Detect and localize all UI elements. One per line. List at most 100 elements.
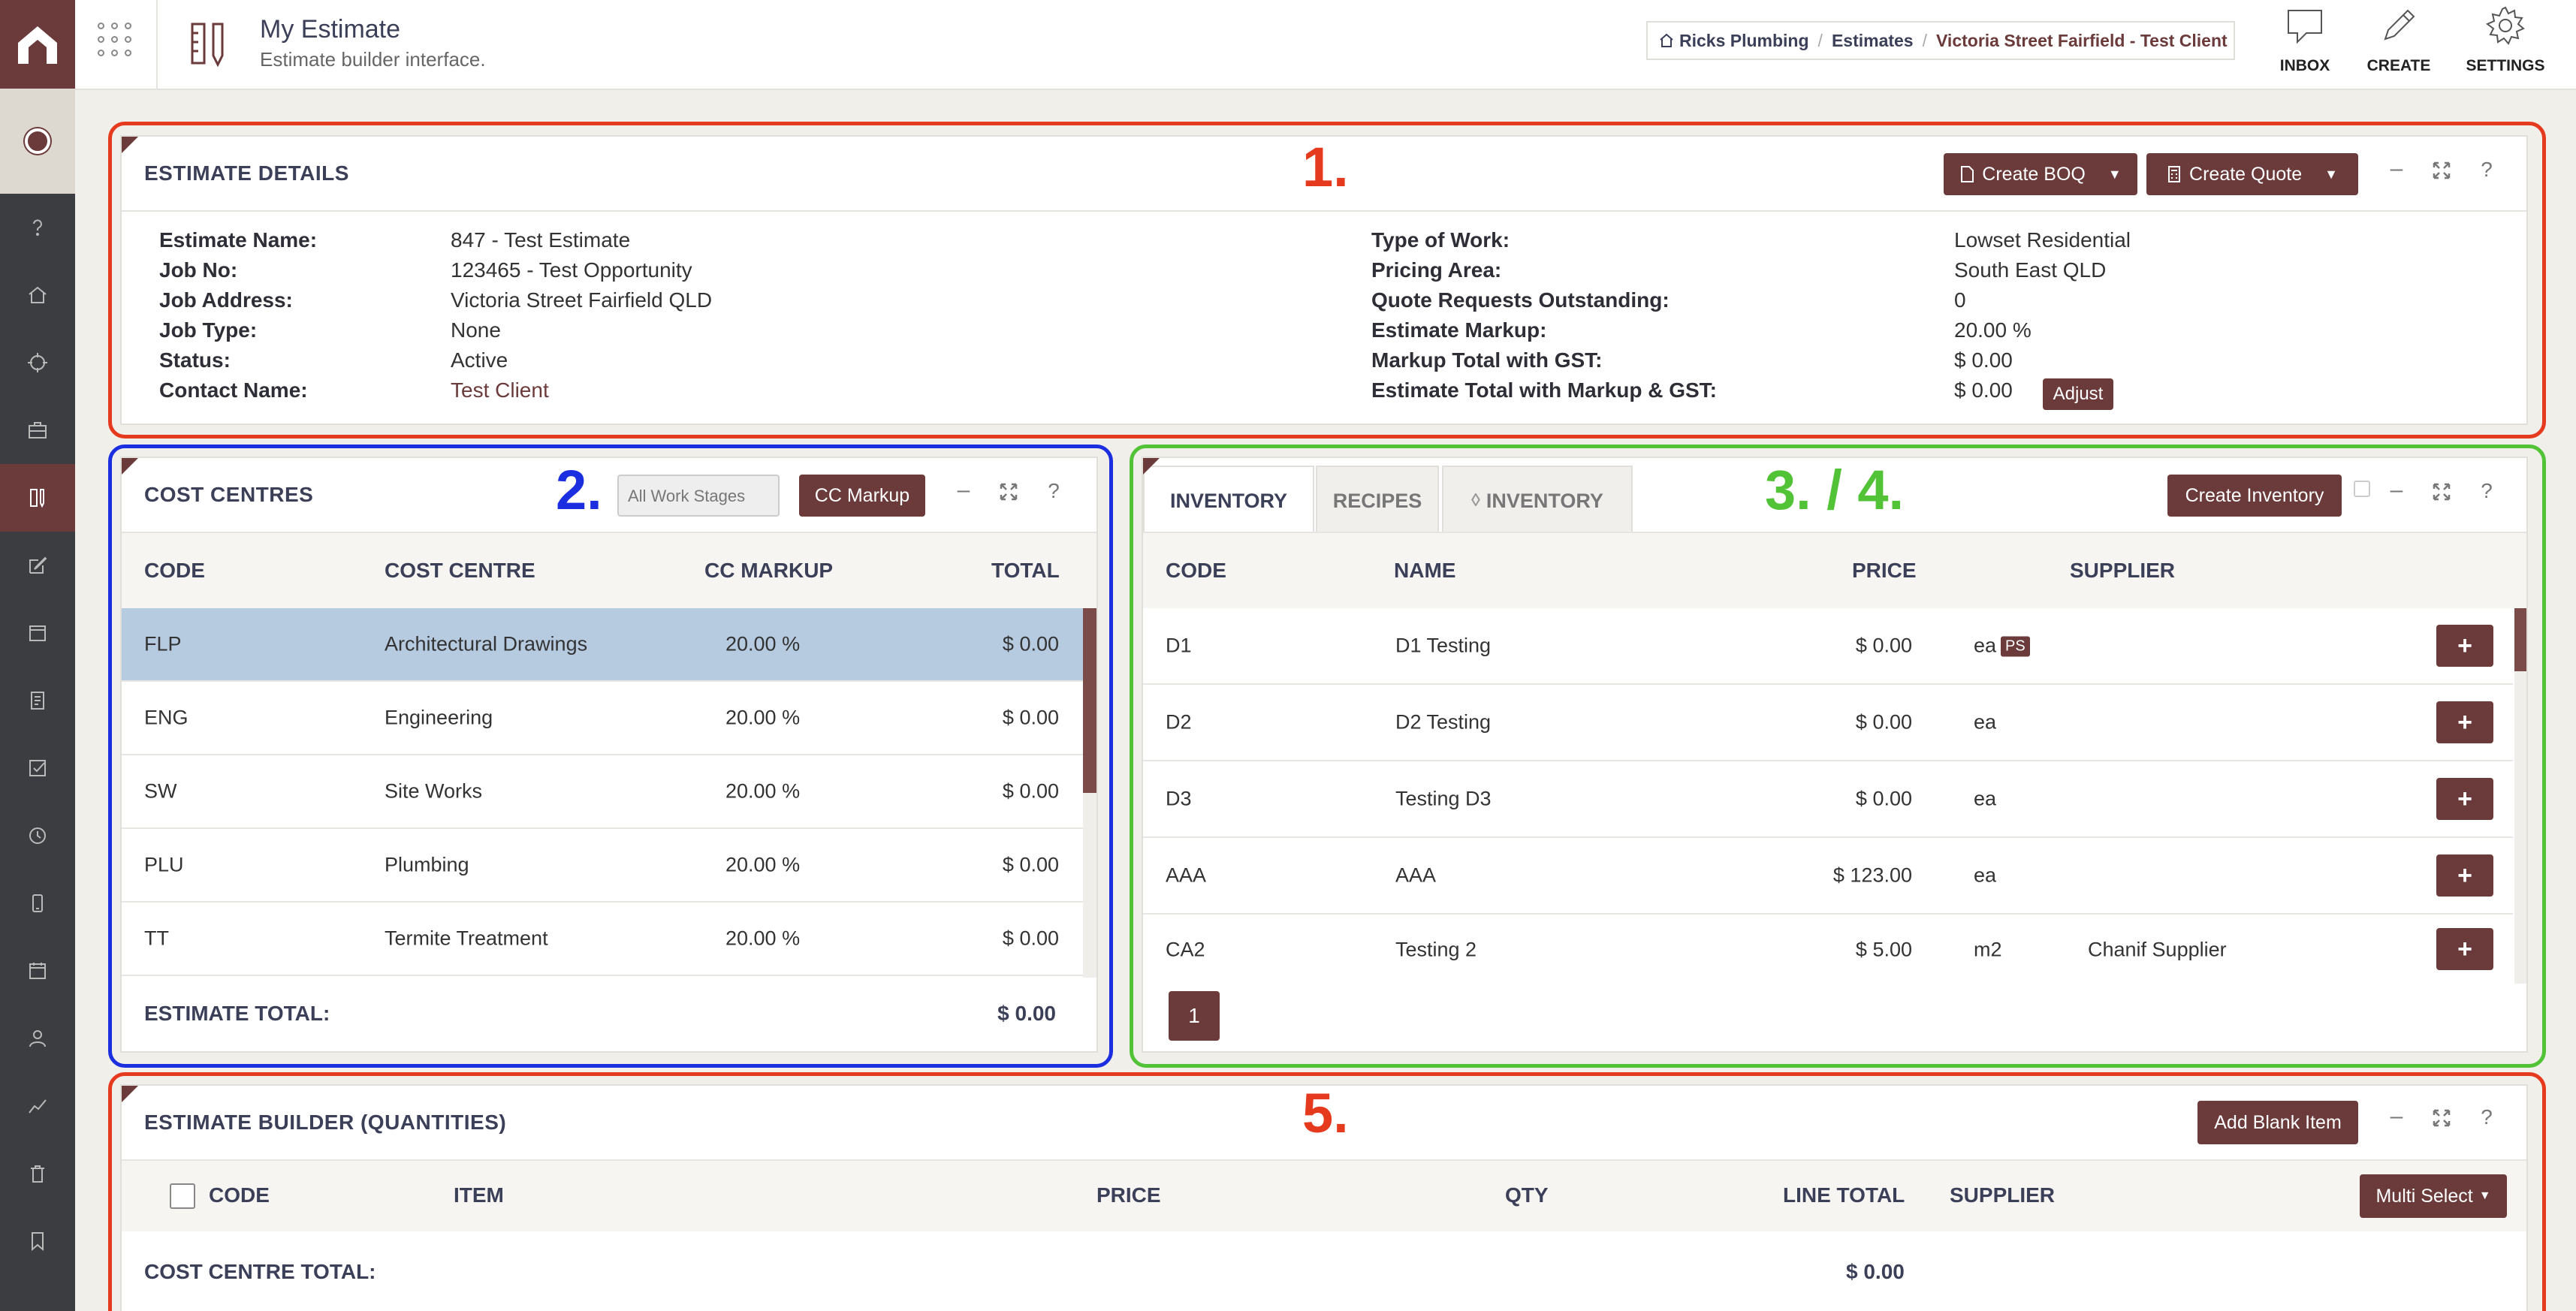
table-row[interactable]: CA2 Testing 2 $ 5.00 m2 Chanif Supplier … [1143,915,2513,985]
sidebar-item-mobile[interactable] [0,869,75,937]
col-cost-centre[interactable]: COST CENTRE [385,559,535,582]
sidebar-item-documents[interactable] [0,667,75,734]
pagination-page-1[interactable]: 1 [1169,991,1220,1041]
scrollbar-thumb[interactable] [1083,608,1096,793]
job-no-value: 123465 - Test Opportunity [451,258,692,282]
table-row[interactable]: PLU Plumbing 20.00 % $ 0.00 [122,829,1083,903]
expand-icon[interactable] [2430,482,2453,508]
breadcrumb-estimates[interactable]: Estimates [1831,30,1914,50]
select-all-checkbox[interactable] [170,1183,195,1209]
col-qty[interactable]: QTY [1505,1183,1549,1207]
col-name[interactable]: NAME [1394,559,1456,582]
col-price[interactable]: PRICE [1852,559,1917,582]
row-cost-centre: Plumbing [385,853,469,876]
breadcrumb-current[interactable]: Victoria Street Fairfield - Test Client [1936,30,2228,50]
expand-icon[interactable] [997,482,1020,508]
sidebar-item-schedule[interactable] [0,937,75,1005]
col-line-total[interactable]: LINE TOTAL [1783,1183,1905,1207]
sidebar-item-contacts[interactable] [0,1005,75,1072]
sidebar-item-trash[interactable] [0,1140,75,1207]
add-item-button[interactable]: + [2436,625,2493,667]
sidebar-item-bookmarks[interactable] [0,1207,75,1275]
sidebar-item-tasks[interactable] [0,734,75,802]
col-cc-markup[interactable]: CC MARKUP [704,559,834,582]
col-supplier[interactable]: SUPPLIER [1950,1183,2056,1207]
select-checkbox[interactable] [2354,481,2370,497]
sidebar-item-calendar[interactable] [0,599,75,667]
col-price[interactable]: PRICE [1096,1183,1161,1207]
help-icon[interactable]: ? [2481,158,2493,181]
add-item-button[interactable]: + [2436,928,2493,970]
minimize-icon[interactable]: – [2390,156,2403,181]
tab-inventory[interactable]: INVENTORY [1143,466,1314,535]
table-row[interactable]: TT Termite Treatment 20.00 % $ 0.00 [122,903,1083,976]
create-quote-button[interactable]: Create Quote ▼ [2146,153,2358,195]
adjust-button[interactable]: Adjust [2043,378,2113,410]
cost-centre-total-label: COST CENTRE TOTAL: [144,1260,376,1283]
sidebar-item-estimates[interactable] [0,464,75,532]
app-logo[interactable] [0,0,75,89]
bookmark-icon [32,1232,44,1252]
table-row[interactable]: ENG Engineering 20.00 % $ 0.00 [122,682,1083,755]
tab-inventory-label: INVENTORY [1169,489,1288,512]
col-item[interactable]: ITEM [454,1183,504,1207]
minimize-icon[interactable]: – [2390,478,2403,502]
create-boq-button[interactable]: Create BOQ ▼ [1944,153,2137,195]
sidebar-item-home[interactable] [0,261,75,329]
scrollbar-thumb[interactable] [2514,608,2526,671]
status-label: Status: [159,348,231,372]
tab-recipes[interactable]: RECIPES [1316,466,1439,535]
create-inventory-button[interactable]: Create Inventory [2167,475,2342,517]
sidebar-item-edit[interactable] [0,532,75,599]
page-subtitle: Estimate builder interface. [260,48,486,71]
sidebar-profile[interactable] [0,89,75,194]
add-item-button[interactable]: + [2436,854,2493,897]
help-icon[interactable]: ? [2481,1105,2493,1129]
table-row[interactable]: FLP Architectural Drawings 20.00 % $ 0.0… [122,608,1083,682]
create-button[interactable]: CREATE [2354,0,2444,90]
table-row[interactable]: SW Site Works 20.00 % $ 0.00 [122,755,1083,829]
scrollbar-track[interactable] [2514,608,2526,984]
row-total: $ 0.00 [1002,779,1059,803]
sidebar-item-help[interactable] [0,194,75,261]
multi-select-button[interactable]: Multi Select ▼ [2360,1174,2507,1218]
row-name: D1 Testing [1395,634,1492,657]
sidebar-item-reports[interactable] [0,1072,75,1140]
expand-icon[interactable] [2430,1108,2453,1134]
apps-grid-icon[interactable] [98,23,132,57]
estimate-total-label: Estimate Total with Markup & GST: [1371,378,1717,402]
markup-total-value: $ 0.00 [1954,348,2013,372]
minimize-icon[interactable]: – [957,478,970,502]
table-row[interactable]: D3 Testing D3 $ 0.00 ea + [1143,761,2513,838]
add-item-button[interactable]: + [2436,701,2493,743]
contact-name-link[interactable]: Test Client [451,378,549,402]
settings-button[interactable]: SETTINGS [2453,0,2558,90]
table-row[interactable]: D1 D1 Testing $ 0.00 ea PS + [1143,608,2513,685]
sidebar-item-target[interactable] [0,329,75,396]
help-icon[interactable]: ? [2481,479,2493,502]
work-stage-select[interactable]: All Work Stages [617,475,780,517]
col-code[interactable]: CODE [144,559,205,582]
col-total[interactable]: TOTAL [991,559,1060,582]
row-price: $ 0.00 [1855,634,1912,657]
tab-inventory-global[interactable]: ◊ INVENTORY [1442,466,1633,535]
sidebar-item-time[interactable] [0,802,75,869]
breadcrumb-company[interactable]: Ricks Plumbing [1679,30,1809,50]
minimize-icon[interactable]: – [2390,1104,2403,1129]
inbox-button[interactable]: INBOX [2264,0,2346,90]
col-code[interactable]: CODE [1166,559,1226,582]
sidebar-item-jobs[interactable] [0,396,75,464]
table-row[interactable]: D2 D2 Testing $ 0.00 ea + [1143,685,2513,761]
cc-markup-button[interactable]: CC Markup [799,475,925,517]
col-code[interactable]: CODE [209,1183,270,1207]
type-of-work-value: Lowset Residential [1954,228,2131,252]
estimate-markup-label: Estimate Markup: [1371,318,1547,342]
help-icon[interactable]: ? [1048,479,1060,502]
expand-icon[interactable] [2430,161,2453,186]
phone-icon [32,894,43,912]
table-row[interactable]: AAA AAA $ 123.00 ea + [1143,838,2513,915]
col-supplier[interactable]: SUPPLIER [2070,559,2176,582]
add-item-button[interactable]: + [2436,778,2493,820]
add-blank-item-button[interactable]: Add Blank Item [2197,1101,2358,1144]
row-code: FLP [144,632,182,656]
